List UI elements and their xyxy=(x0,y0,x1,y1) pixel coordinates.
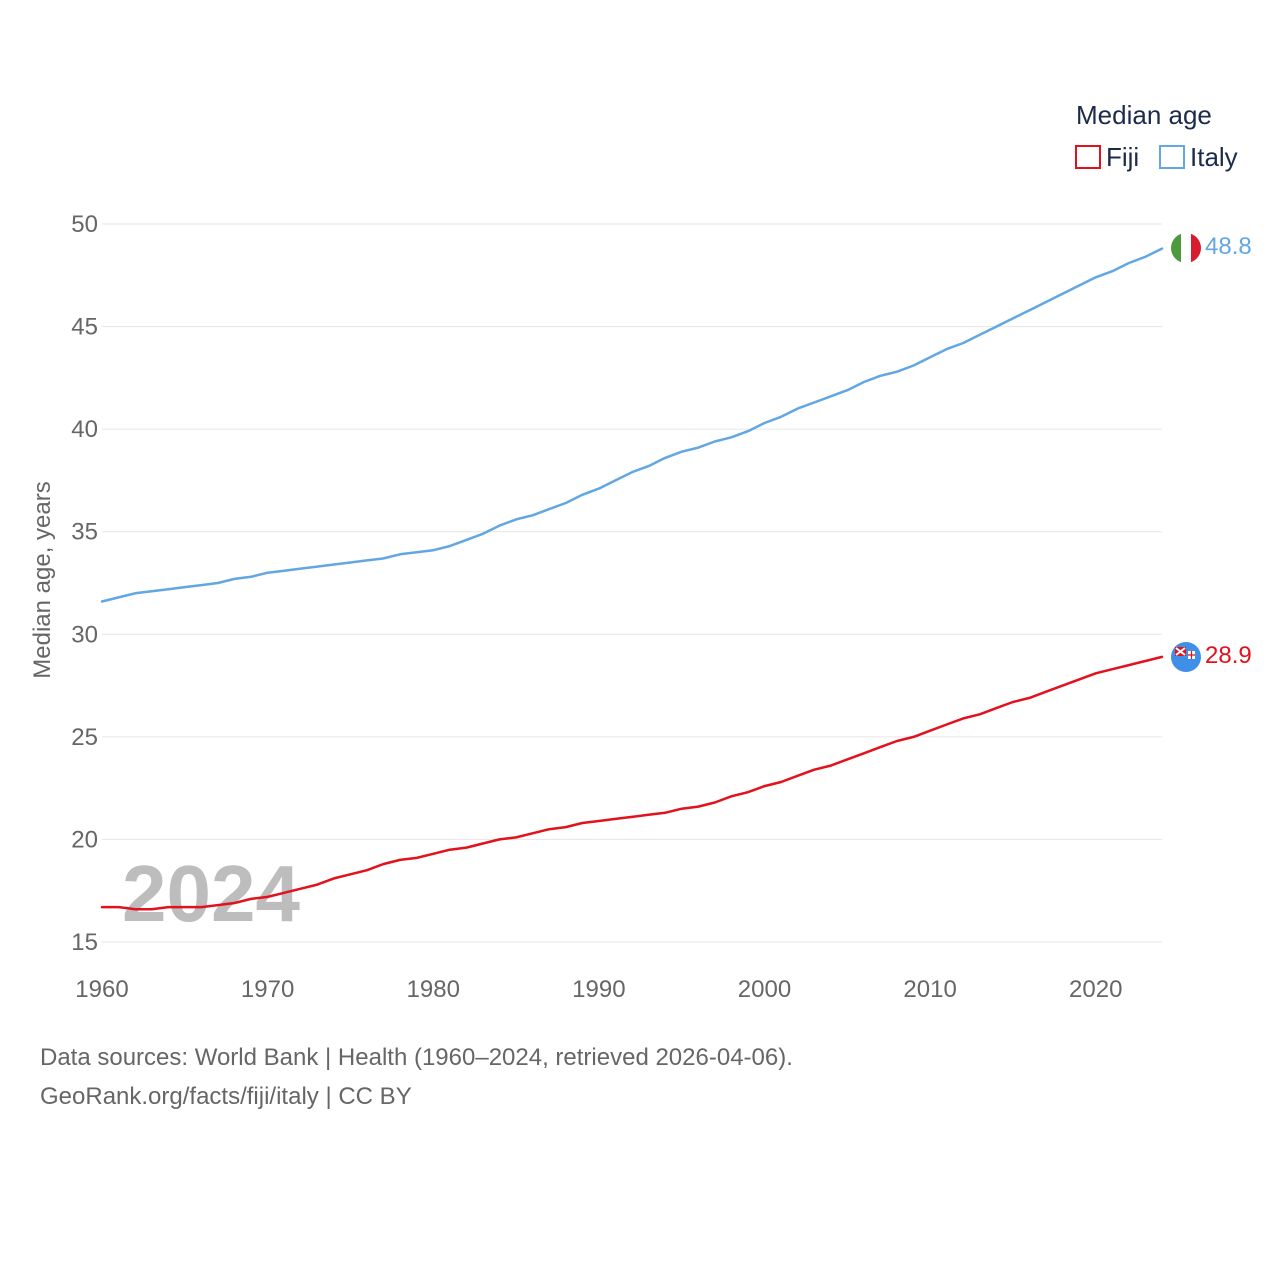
legend-swatch-italy xyxy=(1159,145,1185,169)
fiji-flag-icon xyxy=(1171,642,1201,672)
legend-swatch-fiji xyxy=(1075,145,1101,169)
y-axis-ticks: 15 20 25 30 35 40 45 50 xyxy=(71,211,98,956)
x-tick-label-1980: 1980 xyxy=(407,976,460,1003)
legend-label-italy: Italy xyxy=(1190,142,1238,172)
y-tick-label-30: 30 xyxy=(71,621,98,648)
y-tick-label-25: 25 xyxy=(71,724,98,751)
x-tick-label-2000: 2000 xyxy=(738,976,791,1003)
legend: Median age Fiji Italy xyxy=(1075,100,1238,172)
x-tick-label-1990: 1990 xyxy=(572,976,625,1003)
x-tick-label-1960: 1960 xyxy=(75,976,128,1003)
italy-flag-icon xyxy=(1171,233,1201,263)
fiji-end-value: 28.9 xyxy=(1205,642,1252,669)
year-watermark: 2024 xyxy=(122,849,300,938)
y-tick-label-45: 45 xyxy=(71,314,98,341)
x-tick-label-2020: 2020 xyxy=(1069,976,1122,1003)
attribution-note: GeoRank.org/facts/fiji/italy | CC BY xyxy=(40,1083,412,1110)
legend-title: Median age xyxy=(1076,100,1212,130)
series-lines xyxy=(100,247,1164,911)
y-tick-label-50: 50 xyxy=(71,211,98,238)
series-line-fiji xyxy=(100,655,1164,911)
y-tick-label-20: 20 xyxy=(71,826,98,853)
italy-end-value: 48.8 xyxy=(1205,233,1252,260)
grid-lines xyxy=(102,223,1162,943)
y-axis-label: Median age, years xyxy=(29,481,56,678)
x-tick-label-2010: 2010 xyxy=(903,976,956,1003)
x-axis-ticks: 1960 1970 1980 1990 2000 2010 2020 xyxy=(75,976,1122,1003)
series-line-italy xyxy=(100,247,1164,603)
y-tick-label-35: 35 xyxy=(71,519,98,546)
legend-label-fiji: Fiji xyxy=(1106,142,1139,172)
y-tick-label-40: 40 xyxy=(71,416,98,443)
x-tick-label-1970: 1970 xyxy=(241,976,294,1003)
data-sources-note: Data sources: World Bank | Health (1960–… xyxy=(40,1044,793,1071)
y-tick-label-15: 15 xyxy=(71,929,98,956)
